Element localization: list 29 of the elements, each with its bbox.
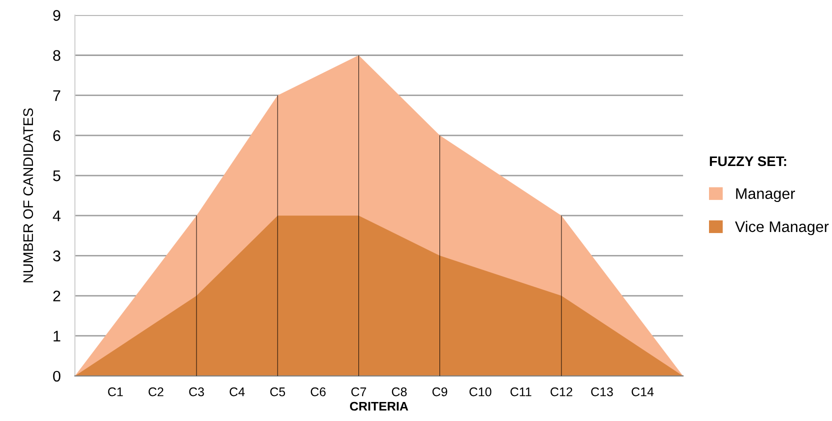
x-axis-title: CRITERIA <box>350 402 408 411</box>
x-tick-label: C11 <box>510 387 532 396</box>
x-tick-label: C6 <box>310 387 326 396</box>
x-tick-label: C7 <box>351 387 366 396</box>
x-tick-label: C12 <box>550 387 572 396</box>
y-tick-label: 4 <box>52 210 61 222</box>
x-tick-label: C2 <box>148 387 164 396</box>
y-tick-label: 9 <box>53 10 60 21</box>
x-tick-label: C9 <box>432 387 448 396</box>
x-tick-label: C3 <box>189 387 204 396</box>
y-axis-title: NUMBER OF CANDIDATES <box>23 108 34 282</box>
x-tick-label: C8 <box>392 387 407 396</box>
x-tick-label: C13 <box>591 387 613 396</box>
legend-label: Manager <box>736 188 795 202</box>
legend-title: FUZZY SET: <box>710 156 786 166</box>
x-tick-label: C4 <box>230 387 245 396</box>
y-tick-label: 5 <box>53 170 60 182</box>
y-tick-label: 6 <box>53 130 60 142</box>
legend-label: Vice Manager <box>735 220 829 236</box>
y-tick-label: 3 <box>53 250 60 262</box>
y-tick-label: 1 <box>54 330 60 342</box>
y-tick-label: 0 <box>53 370 60 382</box>
x-tick-label: C10 <box>470 387 492 396</box>
x-tick-label: C14 <box>632 387 654 396</box>
x-tick-label: C5 <box>270 387 286 396</box>
y-tick-label: 7 <box>53 90 60 101</box>
x-tick-label: C1 <box>108 387 123 396</box>
y-tick-label: 8 <box>53 50 60 61</box>
y-tick-label: 2 <box>53 290 60 302</box>
